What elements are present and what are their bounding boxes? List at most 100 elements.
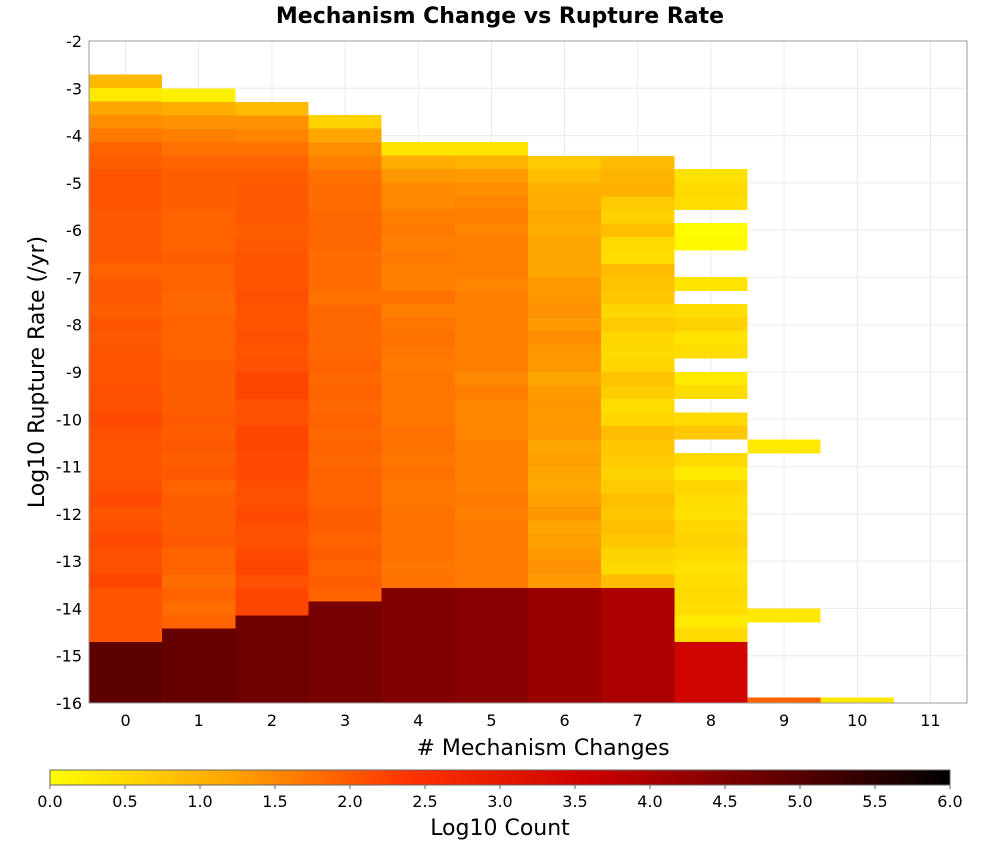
heatmap-cell: [162, 426, 236, 440]
heatmap-cell: [528, 534, 602, 549]
heatmap-cell: [528, 318, 602, 332]
heatmap-cell: [235, 196, 309, 211]
heatmap-cell: [454, 182, 528, 197]
heatmap-cell: [381, 358, 455, 373]
heatmap-cell: [235, 210, 309, 224]
heatmap-cell: [235, 439, 309, 454]
heatmap-cell: [381, 290, 455, 305]
heatmap-cell: [162, 317, 236, 332]
colorbar-tick-label: 2.5: [412, 792, 437, 811]
heatmap-cell: [381, 425, 455, 440]
heatmap-cell: [381, 142, 455, 157]
heatmap-cell: [601, 534, 675, 549]
heatmap-cell: [454, 506, 528, 521]
heatmap-cell: [528, 439, 602, 454]
heatmap-cell: [601, 345, 675, 359]
heatmap-cell: [89, 128, 163, 143]
heatmap-cell: [454, 304, 528, 319]
heatmap-cell: [454, 412, 528, 427]
heatmap-cell: [235, 291, 309, 306]
heatmap-cell: [89, 223, 163, 238]
heatmap-cell: [235, 588, 309, 603]
heatmap-cell: [89, 236, 163, 251]
heatmap-cell: [674, 169, 748, 184]
heatmap-cell: [381, 304, 455, 319]
heatmap-cell: [308, 277, 382, 292]
colorbar-tick-label: 0.5: [112, 792, 137, 811]
heatmap-cell: [601, 480, 675, 495]
heatmap-cell: [235, 453, 309, 468]
heatmap-cell: [235, 101, 309, 116]
heatmap-cell: [162, 344, 236, 359]
heatmap-cell: [235, 493, 309, 508]
heatmap-cell: [454, 250, 528, 265]
heatmap-cell: [235, 304, 309, 319]
heatmap-cell: [89, 182, 163, 197]
heatmap-cell: [454, 236, 528, 251]
heatmap-cell: [162, 588, 236, 603]
heatmap-cell: [674, 317, 748, 332]
heatmap-cell: [162, 453, 236, 467]
heatmap-cell: [89, 250, 163, 265]
colorbar-tick-label: 5.5: [862, 792, 887, 811]
heatmap-cell: [528, 277, 602, 292]
heatmap-cell: [162, 115, 236, 130]
heatmap-cell: [235, 520, 309, 535]
heatmap-cell: [162, 196, 236, 211]
heatmap-cell: [454, 425, 528, 440]
heatmap-cell: [162, 250, 236, 265]
heatmap-cell: [308, 398, 382, 413]
heatmap-cell: [89, 452, 163, 467]
heatmap-cell: [381, 574, 455, 589]
heatmap-cell: [674, 223, 748, 238]
heatmap-cell: [674, 533, 748, 548]
heatmap-cell: [235, 480, 309, 495]
heatmap-cell: [308, 358, 382, 373]
heatmap-cell: [528, 358, 602, 373]
heatmap-cell: [601, 318, 675, 332]
colorbar-tick-label: 3.5: [562, 792, 587, 811]
x-axis-ticks: 0 1 2 3 4 5 6 7 8 9 10 11: [120, 711, 940, 730]
heatmap-cell: [308, 236, 382, 251]
heatmap-cell: [308, 115, 382, 130]
heatmap-cell: [528, 412, 602, 427]
heatmap-cell: [528, 209, 602, 224]
y-tick-label: -2: [66, 32, 82, 51]
heatmap-cell: [674, 236, 748, 251]
heatmap-cell: [601, 250, 675, 265]
heatmap-cell: [89, 533, 163, 548]
heatmap-cell: [454, 371, 528, 386]
colorbar-ticks: 0.0 0.5 1.0 1.5 2.0 2.5 3.0 3.5 4.0 4.5 5.0 5.5 6.0: [37, 785, 963, 811]
colorbar-tick-label: 4.0: [637, 792, 662, 811]
heatmap-cell: [454, 560, 528, 575]
heatmap-cell: [235, 372, 309, 387]
heatmap-cell: [601, 358, 675, 373]
heatmap-cell: [89, 358, 163, 373]
heatmap-cell: [89, 466, 163, 481]
heatmap-cell: [308, 534, 382, 548]
heatmap-cell: [162, 371, 236, 386]
colorbar-tick-label: 1.5: [262, 792, 287, 811]
heatmap-cell: [528, 196, 602, 211]
heatmap-cell: [601, 493, 675, 508]
heatmap-cell: [381, 588, 455, 704]
heatmap-cell: [601, 304, 675, 319]
heatmap-cell: [308, 344, 382, 359]
heatmap-cell: [89, 263, 163, 278]
heatmap-cell: [89, 209, 163, 224]
y-tick-label: -7: [66, 268, 82, 287]
heatmap-cell: [308, 547, 382, 562]
colorbar: [49, 769, 951, 786]
heatmap-cell: [528, 290, 602, 305]
x-tick-label: 4: [413, 711, 423, 730]
heatmap-cell: [381, 277, 455, 292]
heatmap-cell: [89, 196, 163, 211]
heatmap-cell: [89, 331, 163, 346]
heatmap-cell: [601, 169, 675, 184]
colorbar-tick-label: 5.0: [787, 792, 812, 811]
heatmap-cell: [528, 426, 602, 441]
heatmap-cell: [454, 398, 528, 413]
heatmap-cell: [235, 385, 309, 400]
heatmap-cell: [381, 371, 455, 386]
